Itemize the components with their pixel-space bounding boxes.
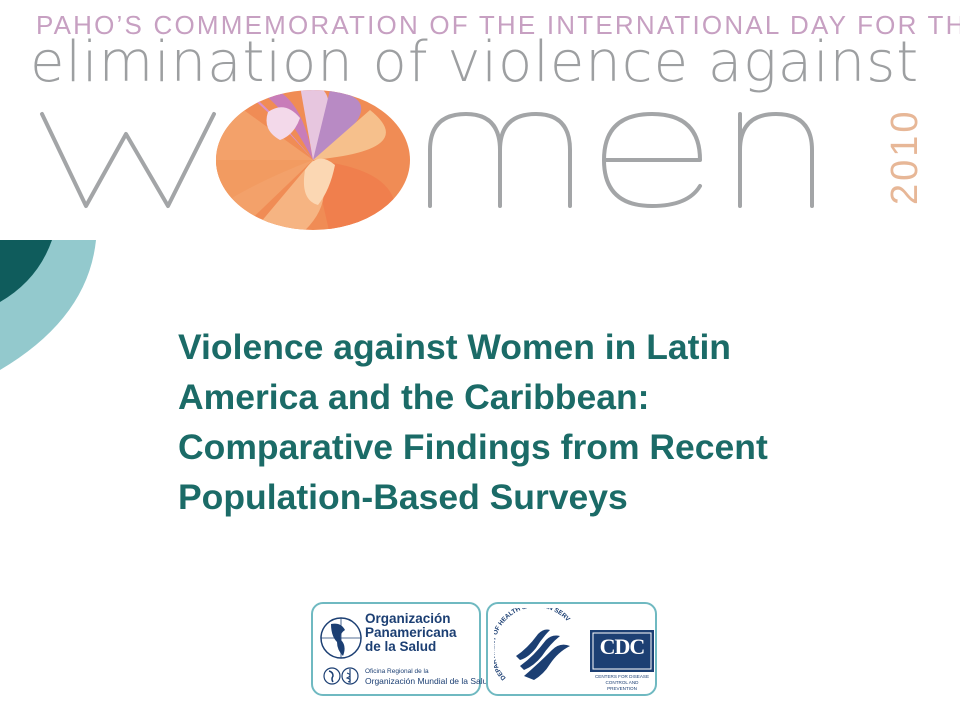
- paho-logo: Organización Panamericana de la Salud Of…: [311, 602, 492, 696]
- corner-decoration: [0, 240, 96, 370]
- title-line: Population-Based Surveys: [178, 477, 628, 517]
- hhs-eagle-seal-icon: DEPARTMENT OF HEALTH & HUMAN SERVICES US…: [494, 608, 572, 681]
- cdc-subtitle-line2: CONTROL AND PREVENTION: [605, 680, 639, 691]
- cdc-subtitle: CENTERS FOR DISEASE CONTROL AND PREVENTI…: [590, 674, 654, 692]
- paho-name-line: Organización: [365, 611, 451, 626]
- paho-name: Organización Panamericana de la Salud: [365, 612, 457, 654]
- hhs-cdc-logo: DEPARTMENT OF HEALTH & HUMAN SERVICES US…: [486, 602, 657, 696]
- women-wordmark: [40, 90, 814, 230]
- americas-emblem-icon: [320, 617, 362, 659]
- paho-name-line: Panamericana: [365, 625, 457, 640]
- cdc-label: CDC: [599, 634, 646, 659]
- paho-subtitle-line2: Organización Mundial de la Salud: [365, 676, 493, 686]
- title-line: Violence against Women in Latin: [178, 327, 731, 367]
- paho-subtitle-line1: Oficina Regional de la: [365, 668, 429, 675]
- title-line: Comparative Findings from Recent: [178, 427, 768, 467]
- cdc-box-icon: [590, 630, 654, 672]
- faces-emblem: [216, 90, 410, 230]
- year-label: 2010: [884, 108, 926, 205]
- cdc-subtitle-line1: CENTERS FOR DISEASE: [594, 674, 650, 679]
- presentation-title: Violence against Women in Latin America …: [178, 322, 918, 522]
- header-commemoration-line: PAHO’S COMMEMORATION OF THE INTERNATIONA…: [36, 10, 960, 40]
- paho-subtitle: Oficina Regional de la Organización Mund…: [365, 668, 492, 686]
- paho-name-line: de la Salud: [365, 639, 437, 654]
- header-elimination-line: elimination of violence against: [30, 30, 920, 95]
- who-emblem-icon: [323, 667, 359, 685]
- title-line: America and the Caribbean:: [178, 377, 650, 417]
